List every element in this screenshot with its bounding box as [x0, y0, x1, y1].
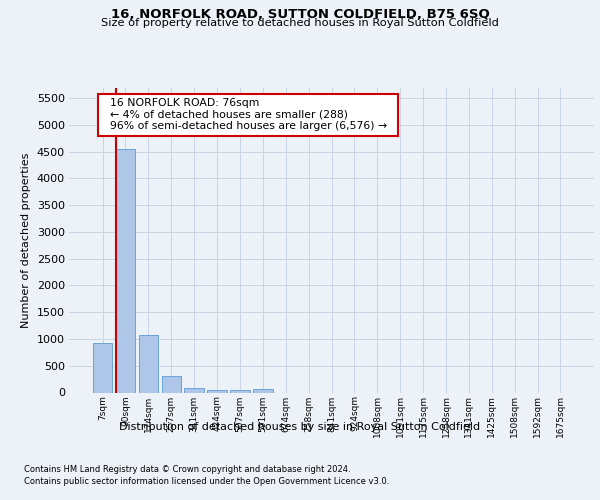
- Bar: [161, 376, 181, 392]
- Y-axis label: Number of detached properties: Number of detached properties: [21, 152, 31, 328]
- Bar: [208, 390, 227, 392]
- Bar: [184, 388, 204, 392]
- Text: 16, NORFOLK ROAD, SUTTON COLDFIELD, B75 6SQ: 16, NORFOLK ROAD, SUTTON COLDFIELD, B75 …: [110, 8, 490, 20]
- Text: 16 NORFOLK ROAD: 76sqm  
  ← 4% of detached houses are smaller (288)  
  96% of : 16 NORFOLK ROAD: 76sqm ← 4% of detached …: [103, 98, 394, 132]
- Bar: [116, 148, 135, 392]
- Bar: [93, 344, 112, 392]
- Bar: [139, 335, 158, 392]
- Text: Contains HM Land Registry data © Crown copyright and database right 2024.: Contains HM Land Registry data © Crown c…: [24, 465, 350, 474]
- Text: Contains public sector information licensed under the Open Government Licence v3: Contains public sector information licen…: [24, 477, 389, 486]
- Bar: [253, 390, 272, 392]
- Bar: [230, 390, 250, 392]
- Text: Size of property relative to detached houses in Royal Sutton Coldfield: Size of property relative to detached ho…: [101, 18, 499, 28]
- Text: Distribution of detached houses by size in Royal Sutton Coldfield: Distribution of detached houses by size …: [119, 422, 481, 432]
